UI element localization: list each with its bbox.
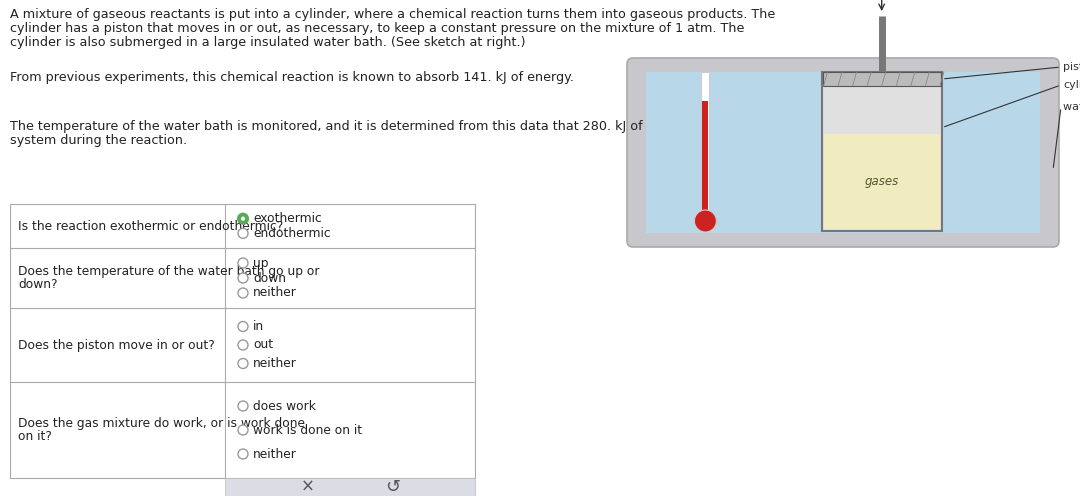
Bar (10, 204, 475, 478)
Text: neither: neither (253, 287, 297, 300)
Circle shape (238, 359, 248, 369)
Bar (646, 72, 1040, 233)
Text: system during the reaction.: system during the reaction. (10, 134, 187, 147)
Circle shape (238, 340, 248, 350)
Text: in: in (253, 320, 265, 333)
Circle shape (238, 258, 248, 268)
Text: From previous experiments, this chemical reaction is known to absorb 141. kJ of : From previous experiments, this chemical… (10, 71, 573, 84)
Bar (823, 72, 941, 86)
Circle shape (238, 273, 248, 283)
Text: down: down (253, 271, 286, 285)
Text: gases: gases (865, 175, 899, 188)
Text: Does the temperature of the water bath go up or: Does the temperature of the water bath g… (18, 265, 320, 278)
Text: ↺: ↺ (384, 478, 400, 496)
Text: on it?: on it? (18, 430, 52, 443)
Text: Does the piston move in or out?: Does the piston move in or out? (18, 338, 215, 352)
FancyBboxPatch shape (627, 58, 1059, 247)
Text: down?: down? (18, 278, 57, 291)
Bar (702, 101, 708, 219)
Text: up: up (253, 256, 269, 269)
Text: work is done on it: work is done on it (253, 424, 362, 436)
Circle shape (694, 210, 716, 232)
Bar (824, 133, 940, 229)
Circle shape (238, 449, 248, 459)
Circle shape (238, 228, 248, 239)
Text: Is the reaction exothermic or endothermic?: Is the reaction exothermic or endothermi… (18, 220, 283, 233)
Text: piston: piston (1063, 62, 1080, 72)
Text: The temperature of the water bath is monitored, and it is determined from this d: The temperature of the water bath is mon… (10, 120, 779, 133)
Text: Does the gas mixture do work, or is work done: Does the gas mixture do work, or is work… (18, 417, 305, 430)
Circle shape (238, 401, 248, 411)
Circle shape (238, 425, 248, 435)
Circle shape (238, 214, 248, 224)
Text: water bath: water bath (1063, 102, 1080, 112)
Bar (225, 478, 475, 496)
Text: cylinder has a piston that moves in or out, as necessary, to keep a constant pre: cylinder has a piston that moves in or o… (10, 22, 744, 35)
Bar (701, 72, 710, 219)
Circle shape (238, 321, 248, 331)
Text: A mixture of gaseous reactants is put into a cylinder, where a chemical reaction: A mixture of gaseous reactants is put in… (10, 8, 775, 21)
Text: exothermic: exothermic (253, 212, 322, 225)
Text: neither: neither (253, 357, 297, 370)
Text: neither: neither (253, 447, 297, 460)
Text: endothermic: endothermic (253, 227, 330, 240)
Text: does work: does work (253, 399, 315, 413)
Text: out: out (253, 338, 273, 352)
Bar (822, 72, 942, 231)
Circle shape (241, 217, 245, 221)
Text: ×: × (300, 478, 314, 496)
Circle shape (238, 288, 248, 298)
Text: cylinder: cylinder (1063, 80, 1080, 90)
Text: cylinder is also submerged in a large insulated water bath. (See sketch at right: cylinder is also submerged in a large in… (10, 36, 526, 49)
